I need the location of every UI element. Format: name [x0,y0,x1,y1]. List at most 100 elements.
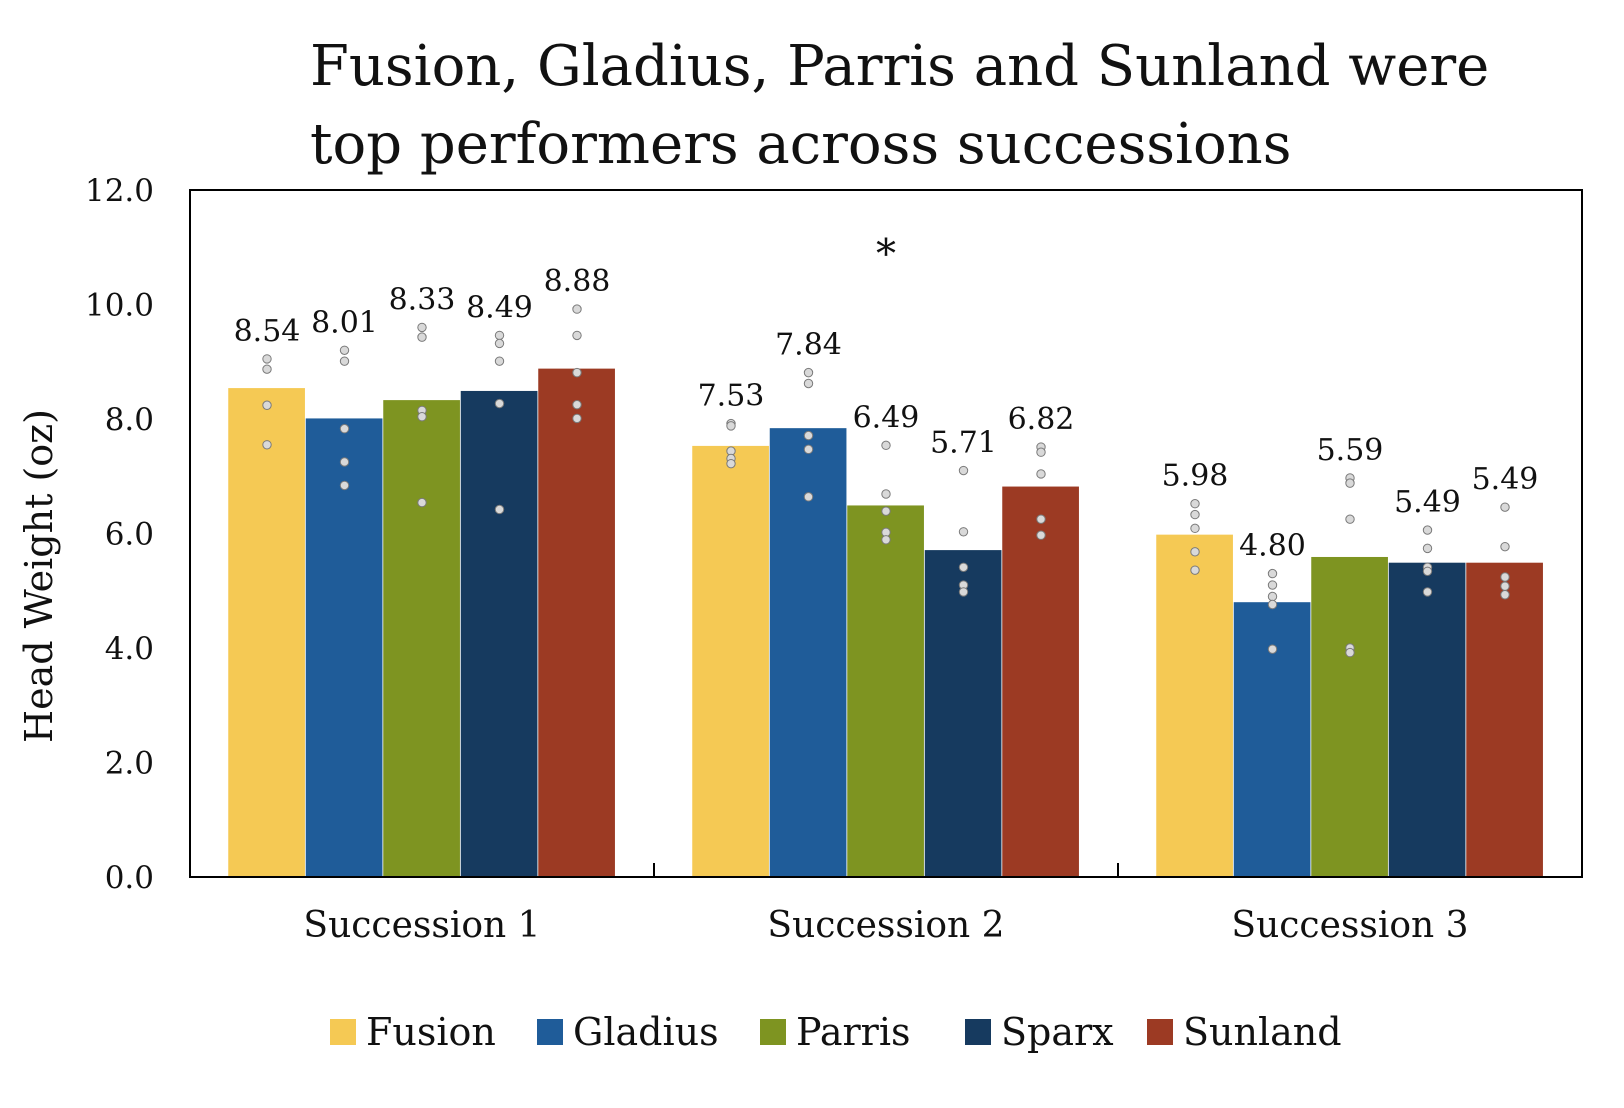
bar-parris-3 [1311,556,1388,877]
data-point [262,364,272,374]
data-point [339,457,350,467]
data-point [1500,590,1510,600]
bar-fusion-1 [228,388,305,877]
y-tick-label: 12.0 [85,173,154,209]
data-label-parris-3: 5.59 [1317,433,1384,468]
data-point [339,356,350,366]
data-label-gladius-3: 4.80 [1239,529,1306,564]
data-point [958,465,969,476]
data-point [1267,591,1278,602]
y-tick-label: 6.0 [105,517,154,553]
legend-swatch-fusion [330,1019,356,1045]
data-point [1345,478,1355,488]
bar-sunland-2 [1002,486,1079,877]
legend: Fusion Gladius Parris Sparx Sunland [330,1010,1342,1054]
data-point [1190,547,1200,557]
data-point [417,322,427,333]
data-point [1190,523,1200,534]
bar-sparx-1 [460,390,538,877]
x-category-label: Succession 1 [303,905,540,946]
data-label-parris-1: 8.33 [389,282,456,317]
data-point [803,378,814,389]
y-axis-label: Head Weight (oz) [17,409,61,743]
data-point [572,304,582,314]
data-point [494,398,505,409]
legend-label-sunland: Sunland [1183,1010,1342,1054]
data-point [958,527,969,537]
data-point [881,440,891,451]
bar-sparx-3 [1388,562,1466,877]
data-label-sparx-2: 5.71 [930,426,997,461]
plot-area: 8.54 7.53 5.98 8.01 7.84 4.80 8.33 6.49 5.59 8.49… [85,173,1583,946]
data-point [1267,580,1278,590]
data-label-gladius-2: 7.84 [775,328,842,363]
data-point [262,440,272,450]
data-point [881,535,891,545]
data-label-sunland-2: 6.82 [1008,402,1075,437]
y-tick-label: 4.0 [105,631,154,667]
bar-fusion-2 [692,445,769,877]
data-label-sunland-3: 5.49 [1472,462,1539,497]
data-point [572,330,582,341]
bar-sunland-3 [1466,562,1543,877]
data-label-fusion-3: 5.98 [1162,459,1229,494]
data-point [572,367,582,378]
legend-label-gladius: Gladius [573,1010,719,1054]
significance-marker: * [876,231,896,277]
y-tick-label: 0.0 [105,860,154,896]
data-point [726,458,736,469]
data-point [803,492,814,502]
data-point [262,354,272,364]
data-point [339,345,350,355]
data-point [1422,587,1433,597]
data-point [494,330,505,341]
data-point [1422,543,1433,554]
bar-parris-2 [847,505,924,877]
legend-swatch-parris [760,1019,786,1045]
data-label-sparx-1: 8.49 [466,290,533,325]
data-point [1345,514,1355,524]
data-point [1422,566,1433,576]
legend-swatch-sunland [1147,1019,1173,1045]
data-label-sunland-1: 8.88 [544,264,611,299]
data-point [417,412,427,422]
data-point [1190,499,1200,509]
data-point [572,399,582,410]
data-point [1190,509,1200,520]
data-point [1500,541,1510,552]
data-point [881,489,891,499]
data-point [494,338,505,349]
data-point [881,506,891,516]
legend-swatch-gladius [537,1019,563,1045]
x-category-label: Succession 3 [1231,905,1468,946]
bar-sunland-1 [538,368,615,877]
data-point [803,430,814,441]
data-point [339,424,350,434]
data-point [1500,502,1510,512]
data-point [1036,514,1046,524]
data-label-fusion-1: 8.54 [234,314,301,349]
data-point [1500,572,1510,582]
data-point [958,587,969,597]
data-point [1267,599,1278,610]
data-label-fusion-2: 7.53 [698,379,765,414]
data-point [958,562,969,572]
data-point [803,444,814,455]
bar-sparx-2 [924,550,1002,877]
legend-label-parris: Parris [796,1010,911,1054]
plot-frame [189,189,1583,878]
data-point [417,497,427,508]
data-point [1267,568,1278,579]
data-point [803,367,814,378]
bar-gladius-3 [1233,602,1311,877]
data-point [1036,469,1046,479]
data-point [262,400,272,410]
chart-title: Fusion, Gladius, Parris and Sunland were… [310,34,1490,177]
data-point [339,480,350,491]
y-tick-label: 2.0 [105,746,154,782]
y-tick-label: 10.0 [85,288,154,324]
data-point [1036,530,1046,540]
data-point [417,332,427,342]
bar-gladius-2 [769,428,847,877]
